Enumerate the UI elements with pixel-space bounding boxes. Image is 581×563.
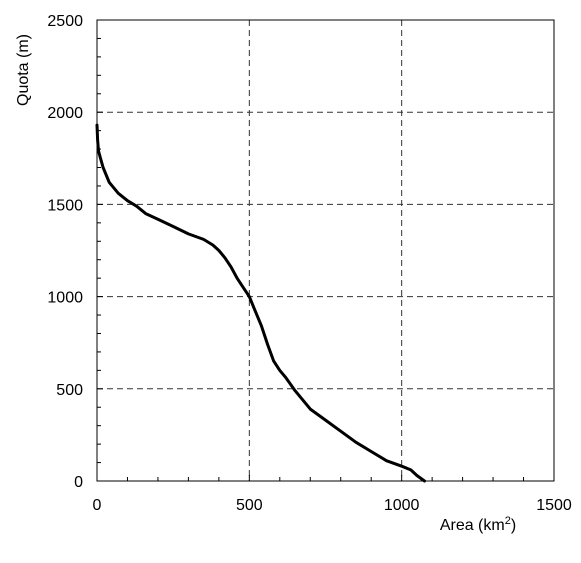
y-tick-labels: 0 500 1000 1500 2000 2500 xyxy=(47,13,83,491)
y-tick-label: 1500 xyxy=(47,197,83,214)
y-axis-title: Quota (m) xyxy=(15,34,32,106)
x-tick-label: 1500 xyxy=(536,497,572,514)
x-tick-labels: 0 500 1000 1500 xyxy=(93,497,572,514)
x-tick-label: 1000 xyxy=(384,497,420,514)
y-tick-label: 500 xyxy=(56,382,83,399)
y-tick-label: 0 xyxy=(74,474,83,491)
x-tick-label: 500 xyxy=(236,497,263,514)
minor-ticks xyxy=(96,19,555,482)
x-axis-title-close: ) xyxy=(511,517,516,534)
x-tick-label: 0 xyxy=(93,497,102,514)
y-tick-label: 2500 xyxy=(47,13,83,30)
x-axis-title-text: Area (km xyxy=(440,517,505,534)
plot-frame xyxy=(96,19,555,482)
x-axis-title-superscript: 2 xyxy=(505,515,511,527)
y-tick-label: 2000 xyxy=(47,105,83,122)
grid-lines xyxy=(97,20,554,481)
series-line xyxy=(95,123,426,483)
x-axis-title: Area (km2) xyxy=(440,515,516,534)
y-tick-label: 1000 xyxy=(47,290,83,307)
